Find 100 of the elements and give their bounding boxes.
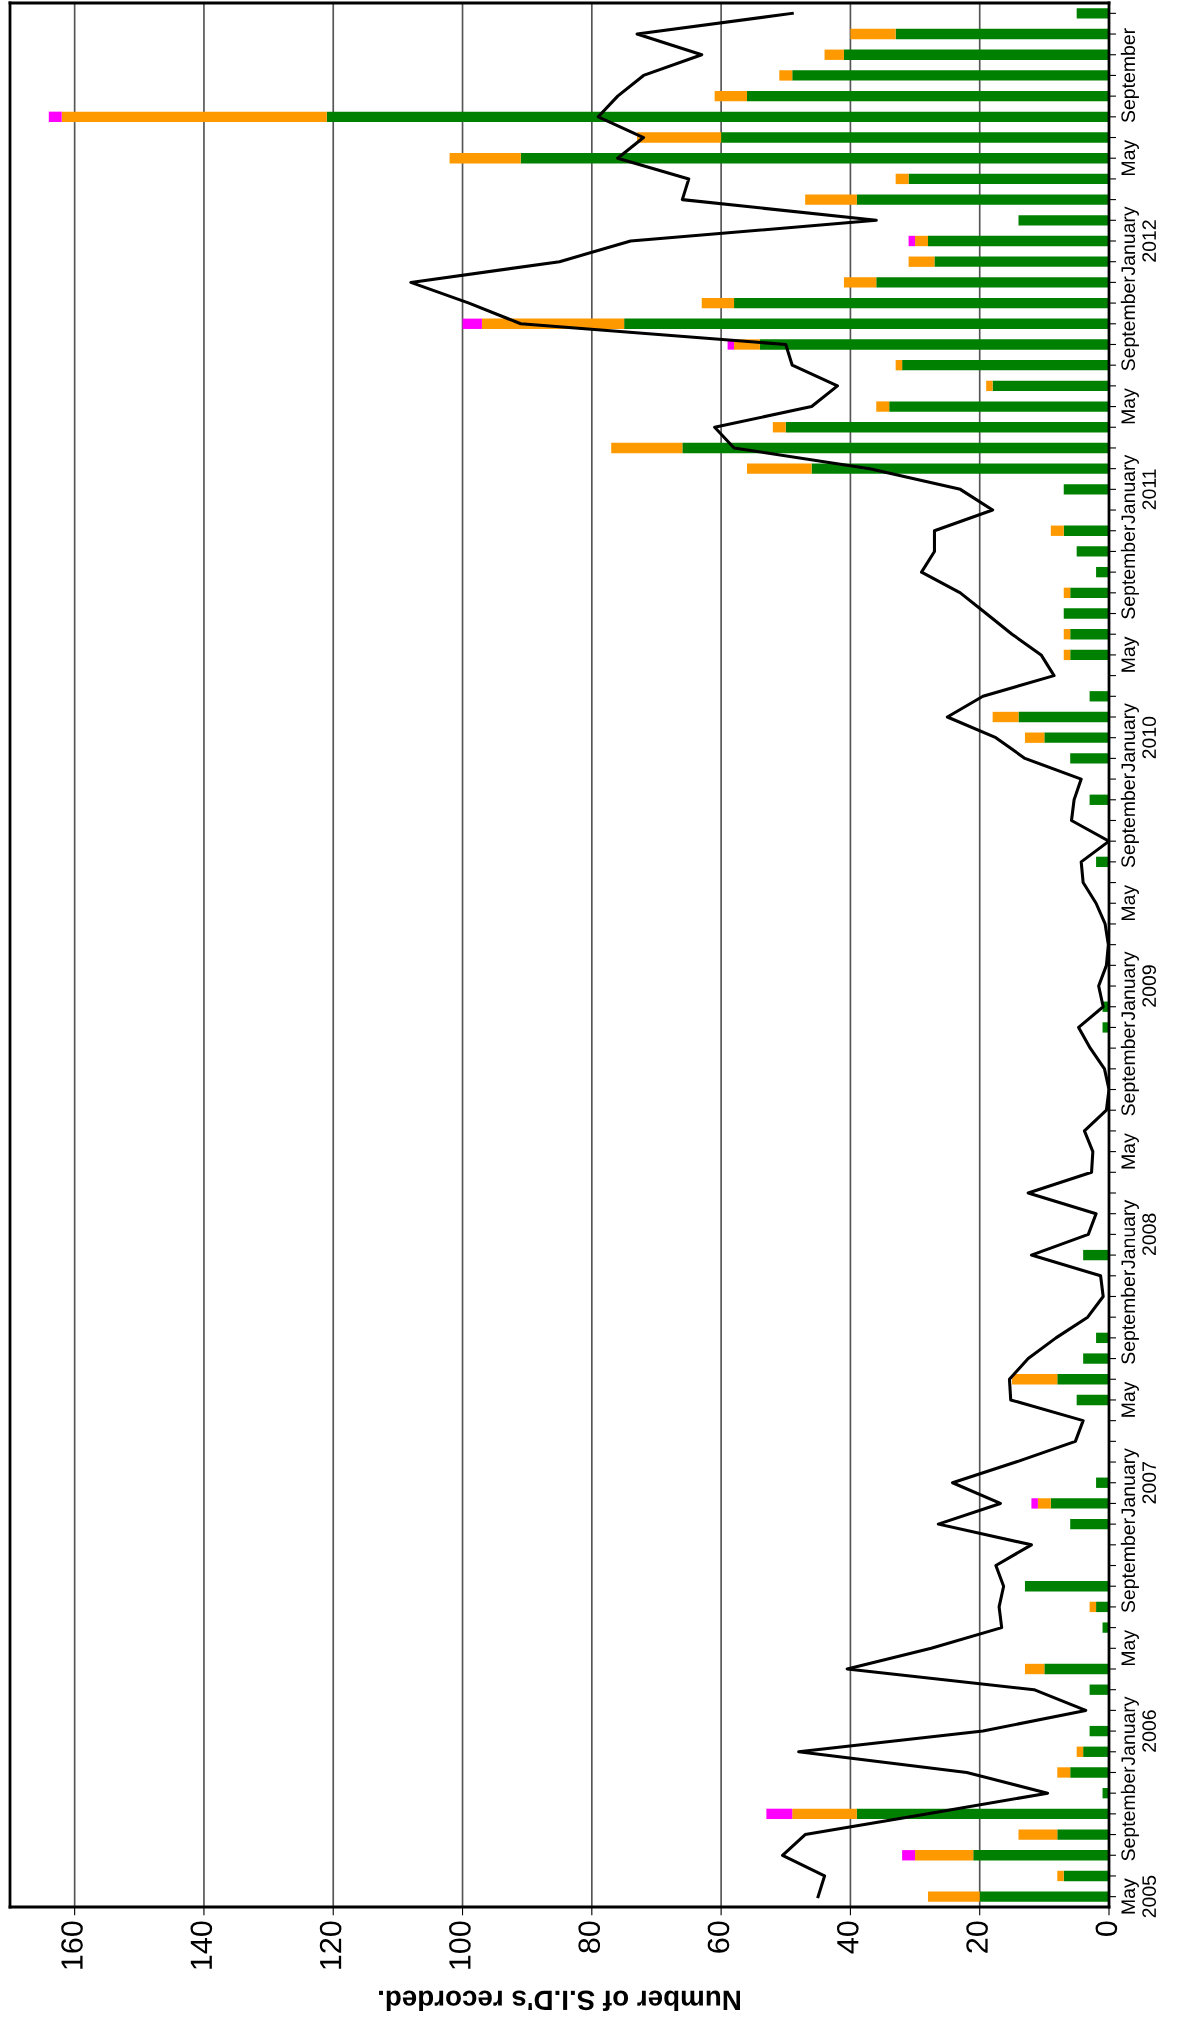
bar [1024, 732, 1045, 743]
x-tick-label: 40 [836, 1921, 859, 1954]
bar [1057, 1767, 1071, 1778]
bar [992, 380, 1109, 392]
y-tick-label: January 2011 [1121, 454, 1157, 524]
bar [824, 49, 844, 60]
bar [895, 173, 909, 185]
bar [843, 49, 1109, 60]
bar [326, 111, 1109, 122]
y-tick-label: May [1121, 1133, 1139, 1169]
bar [1063, 629, 1071, 640]
bar [876, 401, 890, 412]
x-tick-label: 80 [578, 1921, 601, 1953]
bar [908, 235, 916, 247]
bar [1070, 753, 1109, 764]
bar [1050, 1498, 1109, 1509]
bar [1037, 1498, 1051, 1509]
bar [792, 1808, 857, 1820]
bar [973, 1850, 1109, 1861]
bar [766, 1808, 793, 1820]
bar [624, 318, 1109, 329]
bar [449, 153, 521, 164]
bar [1063, 608, 1109, 619]
bar [1070, 1518, 1109, 1530]
bar [1057, 1870, 1064, 1882]
bar [611, 442, 683, 454]
bar [1031, 1498, 1038, 1509]
bar [908, 173, 1109, 185]
x-tick-label: 160 [61, 1921, 83, 1969]
bar [1012, 1374, 1058, 1385]
bar [779, 70, 793, 81]
y-tick-label: May [1121, 884, 1139, 921]
bar [1024, 1581, 1109, 1592]
bar [1044, 732, 1109, 743]
bar [759, 339, 1109, 350]
bar [1070, 587, 1109, 598]
bar [48, 111, 62, 122]
y-tick-label: September [1120, 524, 1139, 619]
y-tick-label: January 2006 [1121, 1696, 1157, 1766]
bar [979, 1891, 1109, 1902]
x-tick-label: 0 [1095, 1921, 1118, 1936]
bar [1096, 566, 1109, 578]
bar [1089, 1601, 1097, 1613]
y-tick-label: September [1120, 276, 1139, 371]
bar [714, 90, 747, 102]
x-tick-label: 20 [966, 1921, 988, 1953]
x-axis-title: Number of S.I.D's recorded. [379, 1990, 740, 2011]
bar [1063, 525, 1109, 536]
x-tick-label: 60 [707, 1921, 730, 1953]
bar [1063, 484, 1109, 495]
y-tick-label: January 2010 [1121, 703, 1157, 772]
bar [1018, 215, 1109, 226]
bar [843, 277, 877, 288]
bar [915, 235, 928, 247]
bar [772, 422, 786, 433]
bar [1096, 1601, 1109, 1613]
bar [1063, 1870, 1109, 1882]
y-tick-label: May 2005 [1121, 1875, 1157, 1918]
bar [992, 711, 1019, 723]
y-tick-label: January 2009 [1121, 951, 1157, 1021]
bar [1024, 1663, 1045, 1675]
bar [1083, 1353, 1109, 1364]
bar [785, 422, 1109, 433]
bar [1089, 691, 1109, 702]
bar [1096, 1477, 1109, 1488]
bar [1089, 1684, 1109, 1695]
bar [1083, 1249, 1109, 1261]
bar [902, 360, 1109, 371]
y-tick-label: May [1121, 139, 1139, 175]
bar [811, 463, 1109, 474]
bar [1018, 1829, 1058, 1840]
bar [61, 111, 327, 122]
bar [1070, 649, 1109, 661]
bar [1063, 587, 1071, 598]
bar [805, 194, 857, 205]
bar [895, 28, 1109, 40]
bar [934, 256, 1109, 267]
bar [902, 1850, 916, 1861]
bar [1070, 1767, 1109, 1778]
bar [1083, 1746, 1109, 1757]
y-tick-label: May [1121, 388, 1139, 424]
bar [1044, 1663, 1109, 1675]
y-tick-label: January 2008 [1121, 1199, 1157, 1269]
bar [986, 380, 993, 392]
y-tick-label: May [1121, 1629, 1139, 1666]
bar [1063, 649, 1071, 661]
bar [927, 1891, 980, 1902]
bar [876, 277, 1109, 288]
bar [746, 90, 1109, 102]
bar [1018, 711, 1109, 723]
y-tick-label: January 2007 [1121, 1448, 1157, 1518]
bar [915, 1850, 974, 1861]
bar [734, 297, 1109, 309]
bar [927, 235, 1109, 247]
y-tick-label: September [1120, 1021, 1139, 1116]
x-tick-label: 120 [319, 1921, 342, 1969]
y-tick-label: September [1120, 773, 1139, 868]
y-tick-label: May [1121, 636, 1139, 672]
bar [1057, 1829, 1109, 1840]
bar [746, 463, 812, 474]
